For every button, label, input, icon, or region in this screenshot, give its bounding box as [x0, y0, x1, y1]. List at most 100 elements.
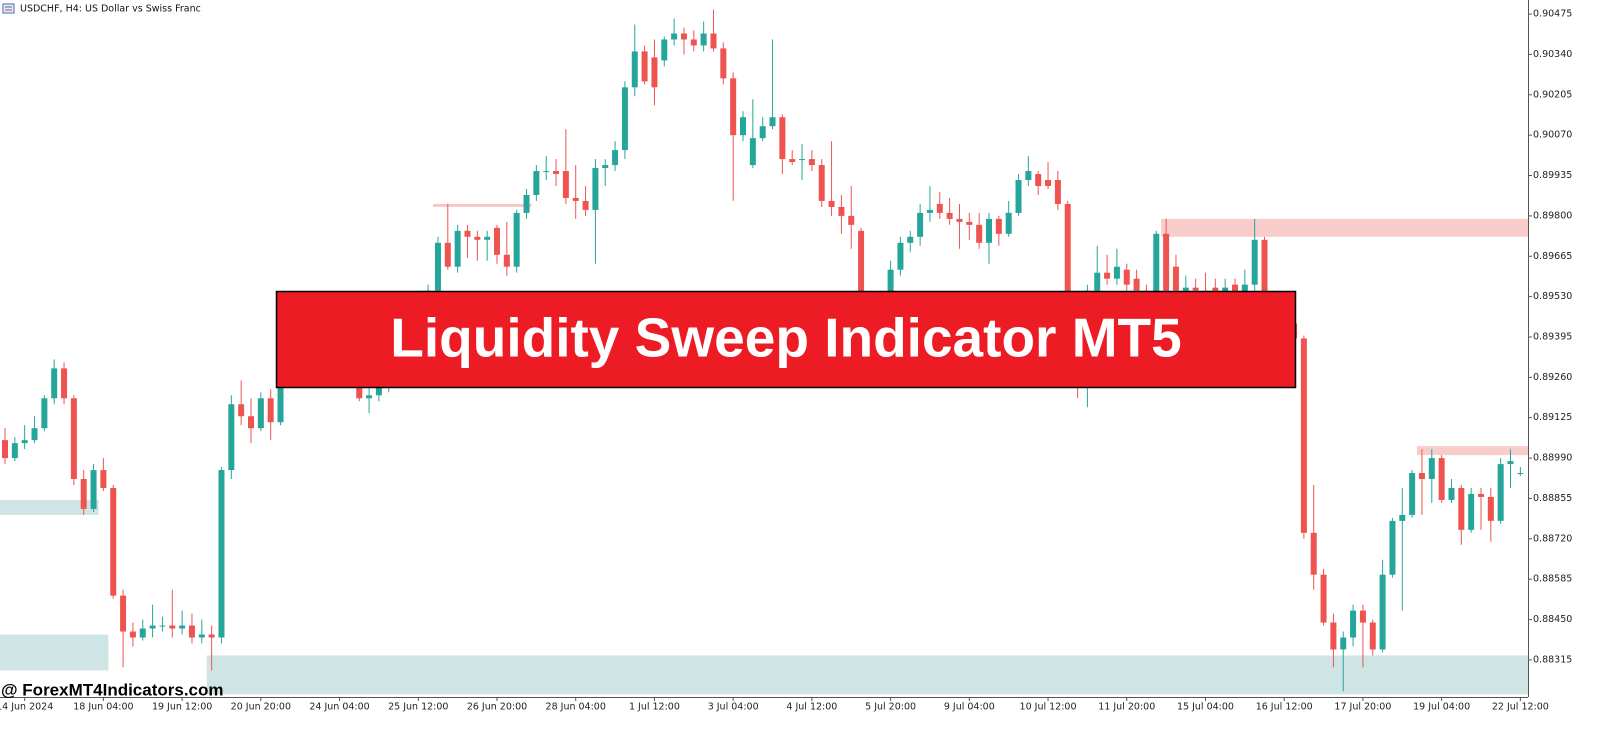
x-tick-label: 10 Jul 12:00 — [1020, 702, 1077, 713]
candle-body — [494, 227, 500, 255]
liquidity-zone — [206, 655, 1528, 695]
y-tick-label: 0.88450 — [1533, 614, 1572, 625]
candle-body — [31, 428, 38, 441]
candle-body — [612, 150, 619, 166]
candle-body — [1212, 287, 1219, 294]
candle-body — [1350, 610, 1357, 638]
candle-body — [188, 625, 195, 638]
candle-body — [1517, 473, 1524, 475]
candle-body — [454, 230, 461, 267]
candle-body — [1310, 532, 1317, 575]
candle-body — [553, 171, 560, 175]
candle-body — [1015, 180, 1022, 213]
candle-body — [1054, 180, 1061, 204]
candle-body — [543, 171, 550, 173]
candle-body — [523, 194, 530, 213]
candle-body — [1035, 174, 1042, 186]
y-tick-label: 0.89800 — [1533, 210, 1572, 221]
candle-body — [198, 634, 205, 638]
axis-labels: 0.90475 0.90340 0.90205 0.90070 0.89935 0.898… — [0, 9, 1572, 713]
x-tick-label: 5 Jul 20:00 — [865, 702, 916, 713]
candle-body — [21, 440, 28, 444]
candle-body — [1369, 622, 1376, 650]
candle-body — [602, 165, 609, 169]
symbol-label: USDCHF, H4: US Dollar vs Swiss Franc — [20, 4, 201, 15]
candle-body — [1251, 239, 1258, 285]
candle-body — [749, 138, 756, 166]
candle-body — [100, 470, 107, 488]
candle-body — [1104, 272, 1111, 279]
liquidity-zone — [1416, 446, 1528, 456]
candle-body — [61, 368, 68, 399]
candle-body — [1192, 287, 1199, 291]
candle-body — [228, 404, 235, 471]
y-tick-label: 0.90205 — [1533, 89, 1572, 100]
candle-body — [1340, 637, 1347, 650]
y-tick-label: 0.89935 — [1533, 170, 1572, 181]
candle-body — [1094, 272, 1101, 291]
candle-body — [1123, 269, 1130, 285]
candle-body — [828, 200, 835, 207]
x-tick-label: 17 Jul 20:00 — [1334, 702, 1391, 713]
candle-body — [1458, 487, 1465, 530]
candle-body — [700, 33, 707, 46]
candle-body — [51, 368, 58, 399]
x-tick-label: 3 Jul 04:00 — [708, 702, 759, 713]
candle-body — [562, 171, 569, 198]
liquidity-zone — [0, 634, 109, 671]
candle-body — [887, 269, 894, 300]
candle-body — [1428, 458, 1435, 480]
candle-body — [848, 215, 855, 225]
y-tick-label: 0.88315 — [1533, 654, 1572, 665]
candle-body — [120, 595, 127, 632]
candle-body — [799, 159, 806, 161]
candle-body — [159, 625, 166, 627]
x-tick-label: 1 Jul 12:00 — [629, 702, 680, 713]
candle-body — [1153, 233, 1160, 300]
y-tick-label: 0.90475 — [1533, 9, 1572, 20]
candle-body — [789, 159, 796, 163]
candle-body — [1330, 622, 1337, 650]
candle-body — [995, 218, 1002, 234]
candle-body — [1113, 266, 1120, 279]
liquidity-zone — [1161, 218, 1528, 237]
y-tick-label: 0.88585 — [1533, 574, 1572, 585]
candle-body — [1133, 278, 1140, 291]
candle-body — [110, 487, 117, 596]
candle-body — [1448, 487, 1455, 500]
candle-body — [1497, 464, 1504, 521]
candle-body — [129, 631, 136, 638]
candle-body — [1507, 461, 1514, 465]
x-tick-label: 25 Jun 12:00 — [388, 702, 448, 713]
candle-body — [356, 380, 363, 399]
candle-body — [169, 625, 176, 629]
candle-body — [1478, 493, 1484, 497]
x-tick-label: 26 Jun 20:00 — [467, 702, 527, 713]
candle-body — [631, 51, 638, 88]
candle-body — [1379, 574, 1386, 650]
x-tick-label: 19 Jun 12:00 — [152, 702, 212, 713]
candle-body — [858, 230, 865, 300]
candle-body — [730, 78, 737, 136]
candle-body — [179, 625, 186, 629]
y-tick-label: 0.89125 — [1533, 412, 1572, 423]
candle-body — [592, 168, 599, 210]
candle-body — [582, 200, 589, 210]
candle-body — [986, 218, 992, 243]
candle-body — [1359, 610, 1366, 623]
banner — [275, 290, 1297, 389]
x-tick-label: 9 Jul 04:00 — [944, 702, 995, 713]
candle-body — [513, 212, 520, 267]
watermark: @ ForexMT4Indicators.com — [1, 680, 224, 699]
x-tick-label: 18 Jun 04:00 — [73, 702, 133, 713]
candle-body — [503, 254, 510, 267]
candle-body — [759, 126, 766, 139]
candle-body — [661, 39, 668, 61]
candle-body — [375, 386, 382, 396]
candle-body — [779, 117, 786, 160]
y-tick-label: 0.88720 — [1533, 533, 1572, 544]
y-tick-label: 0.88855 — [1533, 493, 1572, 504]
candle-body — [533, 171, 540, 195]
x-tick-label: 19 Jul 04:00 — [1413, 702, 1470, 713]
candle-body — [41, 398, 48, 429]
